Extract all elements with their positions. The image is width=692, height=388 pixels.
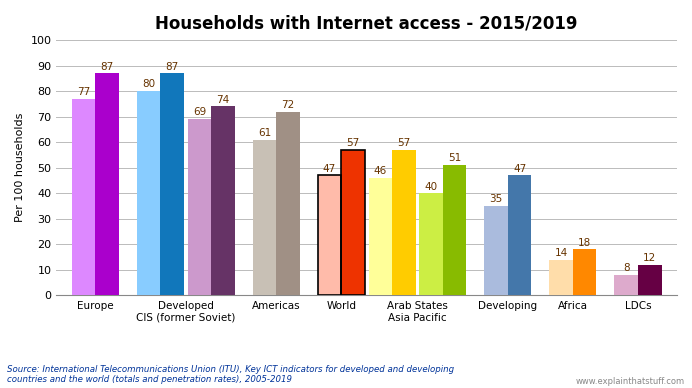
- Bar: [188, 119, 211, 295]
- Text: 61: 61: [258, 128, 271, 138]
- Text: 14: 14: [554, 248, 568, 258]
- Text: 74: 74: [217, 95, 230, 105]
- Y-axis label: Per 100 households: Per 100 households: [15, 113, 25, 222]
- Text: 18: 18: [578, 238, 592, 248]
- Bar: [549, 260, 573, 295]
- Text: 77: 77: [77, 87, 90, 97]
- Bar: [392, 150, 416, 295]
- Bar: [484, 206, 508, 295]
- Bar: [276, 112, 300, 295]
- Text: 69: 69: [193, 107, 206, 118]
- Title: Households with Internet access - 2015/2019: Households with Internet access - 2015/2…: [156, 15, 578, 33]
- Text: 87: 87: [165, 62, 179, 71]
- Bar: [318, 175, 341, 295]
- Text: 87: 87: [100, 62, 113, 71]
- Text: 57: 57: [347, 138, 360, 148]
- Bar: [443, 165, 466, 295]
- Text: 57: 57: [397, 138, 410, 148]
- Bar: [137, 91, 161, 295]
- Text: www.explainthatstuff.com: www.explainthatstuff.com: [576, 377, 685, 386]
- Text: 47: 47: [323, 164, 336, 173]
- Text: 47: 47: [513, 164, 527, 173]
- Bar: [638, 265, 662, 295]
- Text: 72: 72: [282, 100, 295, 110]
- Text: 80: 80: [142, 80, 155, 89]
- Bar: [211, 106, 235, 295]
- Bar: [508, 175, 531, 295]
- Text: 35: 35: [489, 194, 503, 204]
- Bar: [341, 150, 365, 295]
- Bar: [318, 175, 341, 295]
- Bar: [614, 275, 638, 295]
- Bar: [95, 73, 119, 295]
- Text: 8: 8: [623, 263, 630, 273]
- Text: 12: 12: [643, 253, 657, 263]
- Text: Source: International Telecommunications Union (ITU), Key ICT indicators for dev: Source: International Telecommunications…: [7, 365, 454, 384]
- Bar: [161, 73, 184, 295]
- Bar: [72, 99, 95, 295]
- Bar: [341, 150, 365, 295]
- Text: 51: 51: [448, 153, 462, 163]
- Bar: [419, 193, 443, 295]
- Text: 40: 40: [425, 182, 437, 192]
- Bar: [573, 249, 597, 295]
- Bar: [369, 178, 392, 295]
- Text: 46: 46: [374, 166, 387, 176]
- Bar: [253, 140, 276, 295]
